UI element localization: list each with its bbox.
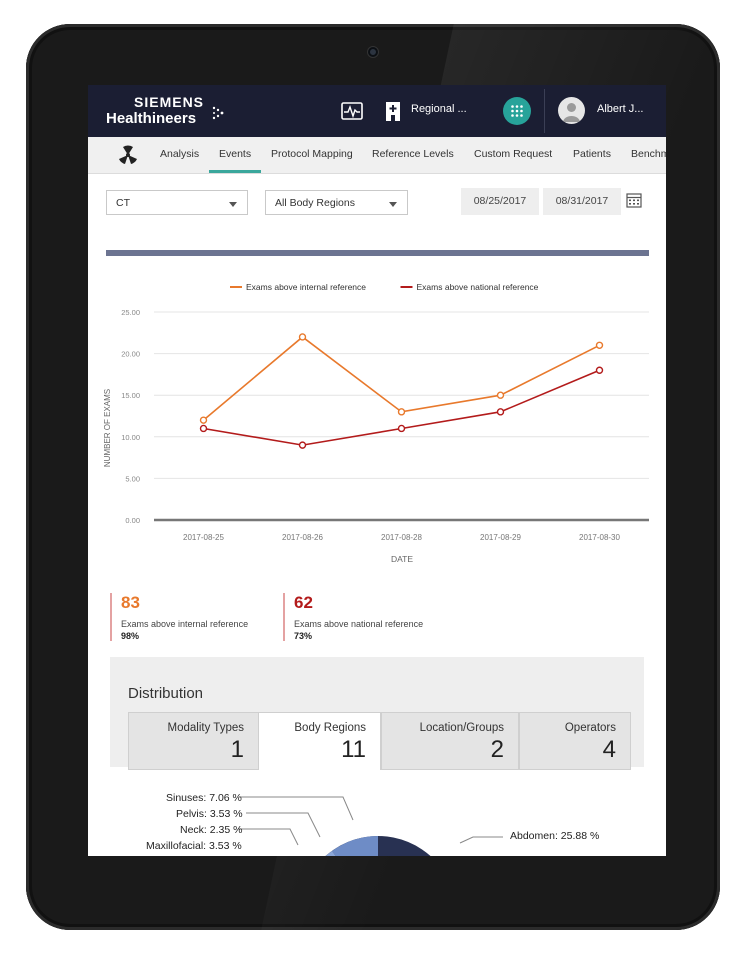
x-tick-label: 2017-08-29 (480, 533, 521, 542)
main-nav: Analysis Events Protocol Mapping Referen… (88, 137, 666, 174)
leader-line-neck (238, 828, 299, 846)
grid-icon (511, 105, 523, 117)
pie-slice-pelvis[interactable] (316, 851, 378, 856)
body-region-pie-chart (238, 796, 503, 856)
header-divider (544, 89, 545, 133)
logo-dots-icon (212, 106, 224, 120)
user-name[interactable]: Albert J... (597, 103, 644, 115)
data-point (496, 408, 505, 416)
y-tick-label: 5.00 (125, 474, 140, 483)
siemens-healthineers-logo[interactable]: SIEMENS Healthineers (106, 94, 224, 127)
modality-select[interactable]: CT (106, 190, 248, 215)
tab-count: 1 (230, 736, 244, 763)
legend-label: Exams above internal reference (246, 282, 366, 292)
kpi-national: 62 Exams above national reference 73% (283, 593, 423, 641)
distribution-title: Distribution (128, 685, 204, 702)
apps-grid-button[interactable] (503, 97, 531, 125)
logo-brand-top: SIEMENS (134, 94, 205, 110)
activity-monitor-icon[interactable] (341, 100, 363, 122)
data-point (199, 416, 208, 424)
kpi-internal-label: Exams above internal reference (121, 619, 249, 629)
pie-label-abdomen: Abdomen: 25.88 % (510, 830, 600, 842)
data-point (397, 424, 406, 433)
x-tick-label: 2017-08-25 (183, 533, 224, 542)
y-tick-label: 20.00 (121, 350, 140, 359)
leader-line-pelvis (246, 812, 321, 838)
x-tick-label: 2017-08-30 (579, 533, 620, 542)
tab-body-regions[interactable]: Body Regions 11 (258, 712, 381, 770)
tab-operators[interactable]: Operators 4 (519, 712, 631, 770)
y-axis-title: NUMBER OF EXAMS (103, 389, 112, 467)
chart-header-bar (106, 250, 649, 256)
data-point (199, 424, 208, 433)
pie-label-neck: Neck: 2.35 % (180, 824, 243, 836)
data-point (595, 366, 604, 374)
pie-label-maxillofacial: Maxillofacial: 3.53 % (146, 840, 242, 852)
nav-patients[interactable]: Patients (573, 148, 611, 160)
pie-label-sinuses: Sinuses: 7.06 % (166, 792, 242, 804)
y-tick-label: 25.00 (121, 308, 140, 317)
app-header: SIEMENS Healthineers Regional ... (88, 85, 666, 137)
hospital-icon[interactable] (382, 100, 404, 122)
tab-count: 11 (341, 736, 366, 763)
app-screen: SIEMENS Healthineers Regional ... (88, 85, 666, 856)
line-chart: 0.00 5.00 10.00 15.00 20.00 25.00 2017-08-25 20… (103, 282, 649, 564)
kpi-internal-value: 83 (121, 593, 140, 612)
tab-label: Operators (564, 722, 616, 734)
leader-line-sinuses (240, 796, 354, 821)
x-axis-title: DATE (391, 554, 413, 564)
logo-brand-bottom: Healthineers (106, 110, 197, 127)
camera-icon (368, 47, 378, 57)
tab-label: Body Regions (294, 722, 366, 734)
tab-count: 2 (490, 736, 504, 763)
body-region-select[interactable]: All Body Regions (265, 190, 408, 215)
kpi-national-percent: 73% (294, 631, 313, 641)
tab-label: Modality Types (167, 722, 245, 734)
data-point (496, 391, 505, 399)
data-point (298, 441, 307, 449)
nav-benchmark[interactable]: Benchm (631, 148, 666, 160)
nav-custom-request[interactable]: Custom Request (474, 148, 553, 160)
y-tick-label: 10.00 (121, 433, 140, 442)
date-from-field[interactable]: 08/25/2017 (461, 188, 539, 215)
data-point (397, 408, 406, 416)
chevron-down-icon (389, 202, 397, 207)
kpi-national-label: Exams above national reference (294, 619, 424, 629)
user-icon (563, 103, 580, 122)
distribution-panel: Distribution Modality Types 1 Body Regio… (110, 657, 644, 770)
tab-location-groups[interactable]: Location/Groups 2 (381, 712, 519, 770)
pie-slice-sinuses[interactable] (332, 836, 378, 856)
modality-select-value: CT (116, 197, 130, 209)
series-line (203, 369, 600, 446)
date-to-field[interactable]: 08/31/2017 (543, 188, 621, 215)
region-selector[interactable]: Regional ... (411, 103, 467, 115)
data-point (595, 341, 604, 349)
leader-line-abdomen (459, 836, 503, 844)
y-tick-label: 0.00 (125, 516, 140, 525)
nav-analysis[interactable]: Analysis (160, 148, 200, 160)
pie-label-pelvis: Pelvis: 3.53 % (176, 808, 243, 820)
x-tick-label: 2017-08-28 (381, 533, 422, 542)
calendar-icon[interactable] (626, 192, 642, 208)
x-tick-label: 2017-08-26 (282, 533, 323, 542)
nav-events[interactable]: Events (219, 148, 252, 160)
nav-reference-levels[interactable]: Reference Levels (372, 148, 454, 160)
tab-count: 4 (602, 736, 616, 763)
radiation-icon[interactable] (118, 145, 138, 165)
legend-label: Exams above national reference (417, 282, 539, 292)
user-avatar[interactable] (558, 97, 585, 124)
kpi-internal: 83 Exams above internal reference 98% (110, 593, 248, 641)
y-tick-label: 15.00 (121, 391, 140, 400)
body-region-select-value: All Body Regions (275, 197, 355, 209)
chevron-down-icon (229, 202, 237, 207)
kpi-internal-percent: 98% (121, 631, 140, 641)
data-point (298, 333, 307, 341)
tab-label: Location/Groups (419, 722, 504, 734)
nav-active-indicator (209, 170, 261, 173)
tab-modality-types[interactable]: Modality Types 1 (128, 712, 259, 770)
kpi-national-value: 62 (294, 593, 313, 612)
series-line (202, 335, 600, 421)
nav-protocol-mapping[interactable]: Protocol Mapping (271, 148, 353, 160)
